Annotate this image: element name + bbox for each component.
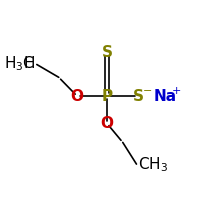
Text: P: P [102,89,113,104]
Text: S: S [133,89,144,104]
Text: $\mathregular{CH_3}$: $\mathregular{CH_3}$ [138,156,168,174]
Text: S: S [102,45,113,60]
Text: O: O [101,116,114,131]
Text: −: − [143,86,152,96]
Text: Na: Na [153,89,176,104]
Text: +: + [171,86,181,96]
Text: H: H [23,56,35,71]
Text: $\mathregular{H_3C}$: $\mathregular{H_3C}$ [4,54,35,73]
Text: O: O [71,89,84,104]
